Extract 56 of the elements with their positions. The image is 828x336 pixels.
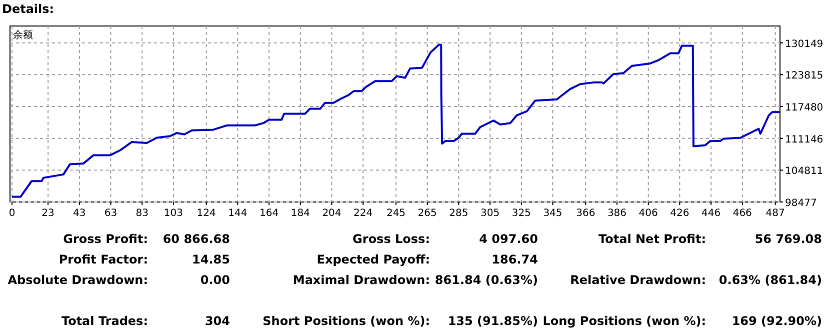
line-series — [11, 44, 781, 198]
x-tick-label: 466 — [732, 208, 752, 219]
text: 861.84 (0.63%) — [434, 273, 538, 287]
text: Expected Payoff: — [316, 252, 430, 266]
text: 14.85 — [192, 252, 230, 266]
text: Total Net Profit: — [598, 232, 706, 246]
x-tick-label: 245 — [386, 208, 406, 219]
x-tick-label: 204 — [322, 208, 342, 219]
text: 4 097.60 — [479, 232, 538, 246]
x-tick-label: 265 — [418, 208, 437, 219]
text: 186.74 — [492, 252, 538, 266]
text: Long Positions (won %): — [542, 314, 706, 328]
x-tick-label: 386 — [607, 208, 627, 219]
y-tick-label: 130149 — [785, 38, 824, 50]
x-tick-label: 63 — [104, 208, 118, 219]
x-tick-label: 23 — [42, 208, 54, 219]
x-tick-label: 366 — [576, 208, 596, 219]
x-tick-label: 184 — [290, 208, 310, 219]
text: Gross Loss: — [352, 232, 430, 246]
y-axis-title: 余额 — [13, 29, 33, 41]
x-tick-label: 43 — [73, 208, 86, 219]
x-tick-label: 345 — [543, 208, 562, 219]
x-tick-label: 144 — [228, 208, 248, 219]
text: Short Positions (won %): — [262, 314, 430, 328]
x-tick-label: 325 — [512, 208, 531, 219]
x-tick-label: 446 — [701, 208, 721, 219]
text: 56 769.08 — [754, 232, 822, 246]
x-tick-label: 0 — [8, 208, 16, 219]
x-tick-label: 406 — [638, 208, 658, 219]
text: 0.00 — [200, 273, 230, 287]
text: Absolute Drawdown: — [8, 273, 148, 287]
y-tick-label: 104811 — [785, 166, 824, 178]
x-tick-label: 124 — [196, 208, 216, 219]
chart-title: Details: — [2, 2, 54, 16]
x-tick-label: 103 — [164, 208, 183, 219]
x-tick-label: 164 — [260, 208, 279, 219]
x-tick-label: 426 — [670, 208, 690, 219]
y-tick-label: 111146 — [785, 134, 824, 146]
y-tick-label: 98477 — [785, 198, 817, 209]
text: 304 — [204, 314, 230, 328]
text: Profit Factor: — [58, 252, 148, 266]
x-tick-label: 487 — [766, 208, 785, 219]
y-tick-label: 123815 — [785, 70, 824, 82]
x-tick-label: 224 — [354, 208, 373, 219]
text: 0.63% (861.84) — [718, 273, 822, 287]
text: Total Trades: — [61, 314, 148, 328]
text: Relative Drawdown: — [570, 273, 706, 287]
x-tick-label: 305 — [480, 208, 500, 219]
y-tick-label: 117480 — [785, 102, 824, 114]
text: 135 (91.85%) — [448, 314, 538, 328]
text: 169 (92.90%) — [732, 314, 822, 328]
x-tick-label: 285 — [449, 208, 468, 219]
text: Gross Profit: — [63, 232, 148, 246]
text: 60 866.68 — [162, 232, 230, 246]
x-tick-label: 83 — [136, 208, 148, 219]
text: Maximal Drawdown: — [292, 273, 430, 287]
